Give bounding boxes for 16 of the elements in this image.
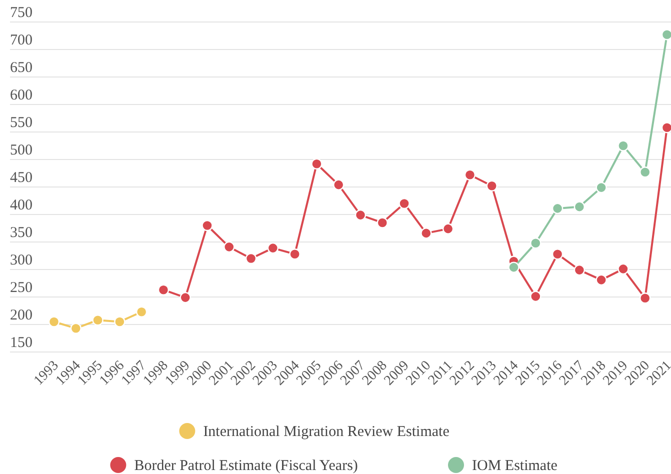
y-tick-label: 350 — [10, 225, 32, 241]
y-tick-label: 500 — [10, 142, 32, 158]
y-tick-label: 550 — [10, 115, 32, 131]
y-tick-label: 250 — [10, 280, 32, 296]
y-tick-label: 700 — [10, 32, 32, 48]
y-tick-label: 600 — [10, 88, 32, 104]
legend-label: International Migration Review Estimate — [203, 424, 450, 440]
y-tick-label: 300 — [10, 252, 32, 268]
legend-label: Border Patrol Estimate (Fiscal Years) — [134, 458, 358, 474]
y-tick-label: 200 — [10, 308, 32, 324]
y-tick-label: 450 — [10, 170, 32, 186]
y-tick-label: 400 — [10, 198, 32, 214]
y-tick-label: 750 — [10, 5, 32, 21]
y-tick-label: 150 — [10, 335, 32, 351]
y-tick-label: 650 — [10, 60, 32, 76]
legend-label: IOM Estimate — [472, 458, 558, 474]
